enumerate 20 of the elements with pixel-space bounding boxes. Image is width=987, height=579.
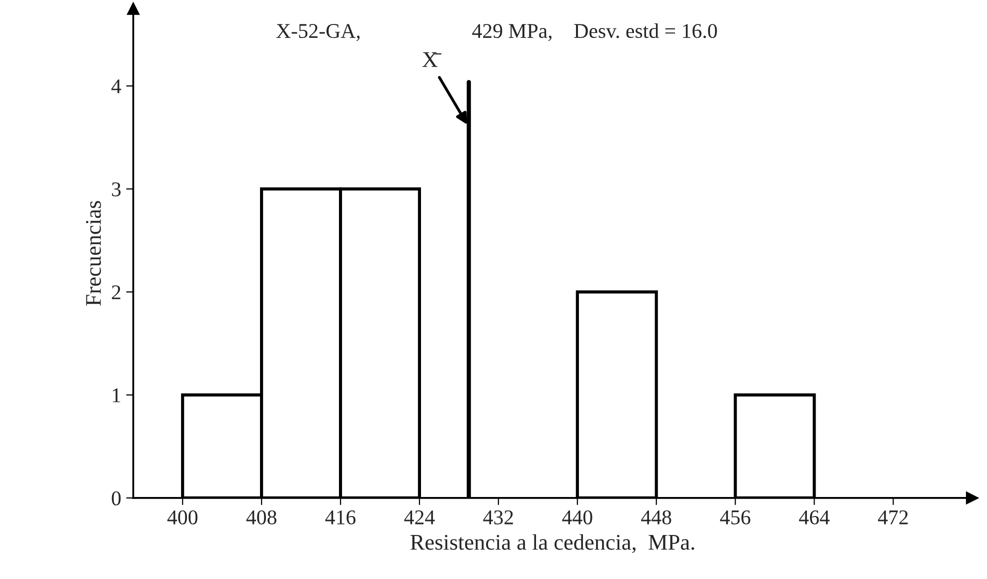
y-tick-label: 0 — [112, 491, 121, 506]
ref-line-label: 429 MPa, Desv. estd = 16.0 — [472, 23, 717, 42]
x-tick-label: 416 — [325, 510, 356, 524]
y-tick-label: 1 — [112, 388, 120, 402]
y-tick-label: 4 — [111, 79, 122, 94]
x-tick-label: 448 — [641, 510, 672, 524]
y-tick-label: 2 — [112, 285, 120, 300]
y-axis-title: Frecuencias — [86, 201, 101, 306]
x-tick-label: 432 — [483, 510, 513, 524]
x-tick-label: 464 — [799, 510, 830, 524]
text: X-52-GA, — [276, 24, 360, 42]
x-tick-label: 424 — [404, 510, 435, 524]
y-tick-label: 3 — [112, 182, 121, 196]
x-tick-label: 440 — [562, 510, 592, 524]
annotation: X̄ — [422, 52, 442, 67]
x-tick-label: 400 — [167, 510, 198, 524]
x-tick-label: 408 — [246, 510, 276, 524]
x-tick-label: 456 — [720, 510, 750, 524]
x-tick-label: 472 — [878, 510, 908, 524]
x-axis-title: Resistencia a la cedencia, MPa. — [410, 534, 694, 554]
